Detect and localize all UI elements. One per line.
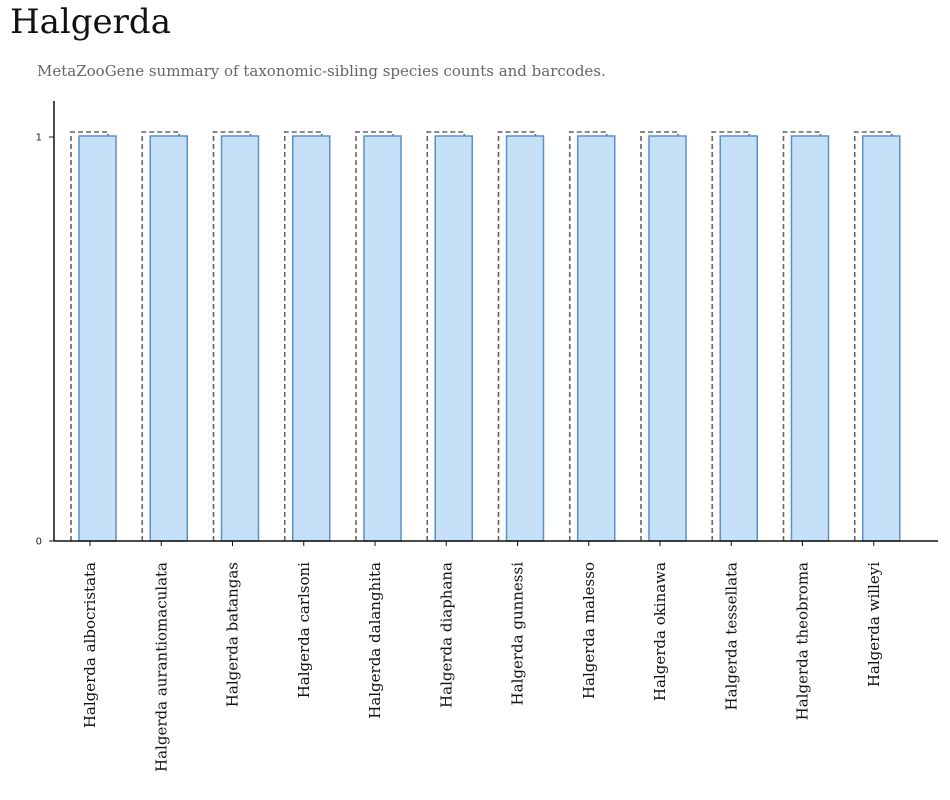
outline-bar — [782, 131, 822, 541]
outline-bar — [853, 131, 893, 541]
filled-bar — [220, 135, 260, 542]
filled-bar — [719, 135, 758, 542]
outline-bar — [640, 131, 679, 541]
filled-bar — [862, 135, 901, 542]
outline-bar — [711, 131, 751, 541]
outline-bar — [497, 131, 537, 541]
x-tick-label: Halgerda okinawa — [651, 562, 669, 701]
y-tick-label: 0 — [36, 537, 42, 548]
filled-bar — [505, 135, 545, 542]
x-tick-label: Halgerda albocristata — [81, 562, 99, 728]
y-tick-label: 1 — [36, 133, 42, 144]
filled-bar — [363, 135, 402, 542]
outline-bar — [355, 131, 394, 541]
outline-bar — [568, 131, 608, 541]
outline-bar — [70, 131, 109, 541]
filled-bar — [790, 135, 830, 542]
x-tick-label: Halgerda willeyi — [865, 562, 883, 687]
filled-bar — [292, 135, 331, 542]
outline-bar — [426, 131, 466, 541]
outline-bar — [212, 131, 252, 541]
filled-bar — [78, 135, 117, 542]
page-subtitle: MetaZooGene summary of taxonomic-sibling… — [37, 62, 606, 80]
filled-bar — [149, 135, 188, 542]
x-tick-label: Halgerda dalanghita — [366, 562, 384, 719]
x-tick-label: Halgerda carlsoni — [295, 562, 313, 698]
filled-bar — [648, 135, 687, 542]
x-tick-label: Halgerda malesso — [580, 562, 598, 699]
x-tick-label: Halgerda gunnessi — [509, 562, 527, 706]
filled-bar — [577, 135, 616, 542]
x-tick-label: Halgerda diaphana — [437, 562, 455, 708]
x-tick-label: Halgerda aurantiomaculata — [152, 562, 170, 772]
x-tick-label: Halgerda batangas — [224, 562, 242, 707]
outline-bar — [283, 131, 323, 541]
filled-bar — [434, 135, 473, 542]
page-title: Halgerda — [10, 2, 171, 42]
outline-bar — [141, 131, 181, 541]
x-tick-label: Halgerda theobroma — [794, 562, 812, 720]
x-tick-label: Halgerda tessellata — [722, 562, 740, 711]
